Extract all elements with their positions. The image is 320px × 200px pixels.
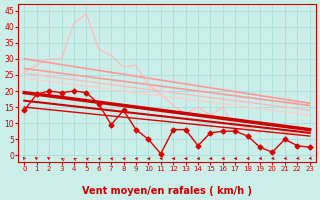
X-axis label: Vent moyen/en rafales ( km/h ): Vent moyen/en rafales ( km/h ) — [82, 186, 252, 196]
